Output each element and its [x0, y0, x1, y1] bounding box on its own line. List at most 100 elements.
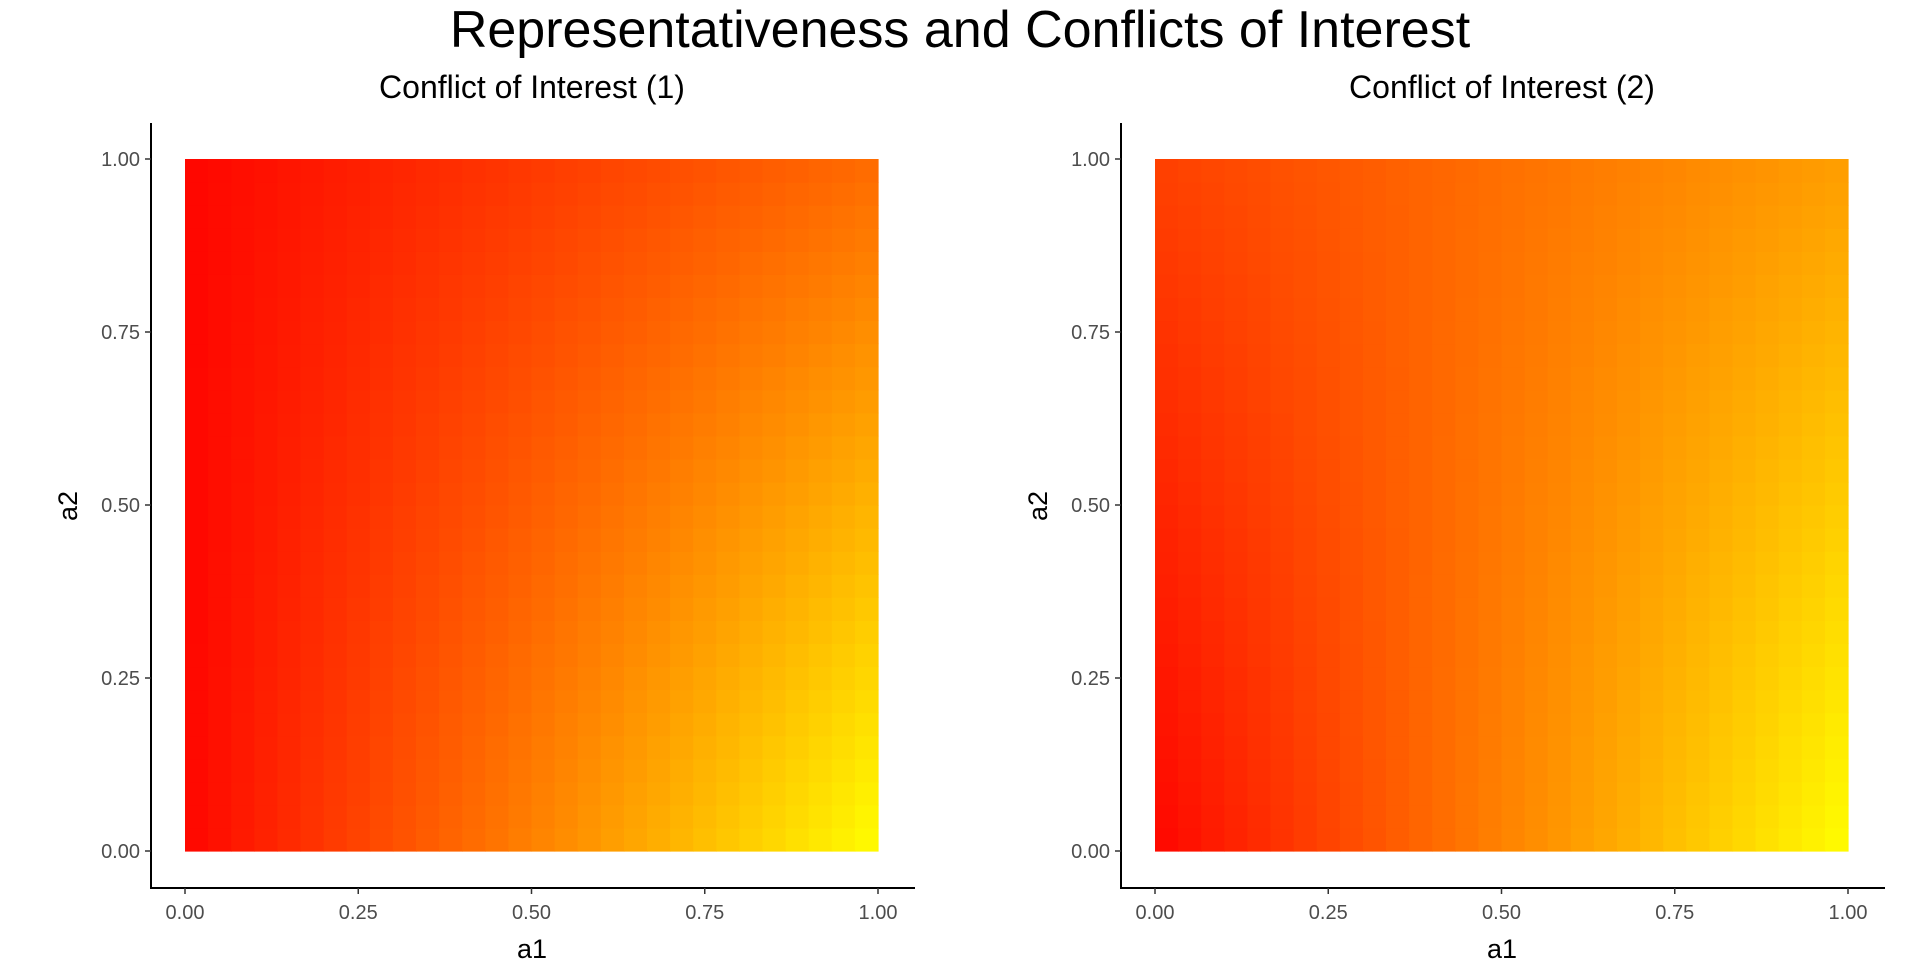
heatmap-tile	[1178, 620, 1202, 644]
heatmap-tile	[600, 343, 625, 368]
heatmap-tile	[1824, 412, 1849, 437]
heatmap-tile	[323, 159, 348, 183]
heatmap-tile	[462, 597, 486, 621]
heatmap-tile	[647, 551, 671, 575]
heatmap-tile	[1732, 712, 1757, 737]
heatmap-tile	[1547, 758, 1572, 783]
heatmap-tile	[1386, 758, 1410, 783]
heatmap-tile	[831, 712, 856, 737]
heatmap-tile	[1755, 804, 1780, 829]
heatmap-tile	[277, 412, 302, 437]
heatmap-tile	[1663, 297, 1687, 322]
heatmap-tile	[1663, 159, 1687, 183]
heatmap-tile	[1316, 666, 1341, 691]
heatmap-tile	[1478, 366, 1503, 391]
y-tick-label: 0.50	[101, 495, 140, 517]
heatmap-tile	[647, 435, 671, 460]
heatmap-tile	[439, 643, 463, 668]
heatmap-tile	[1386, 804, 1410, 829]
heatmap-tile	[323, 666, 348, 691]
heatmap-tile	[854, 389, 879, 414]
heatmap-tile	[1478, 481, 1503, 506]
heatmap-tile	[1293, 297, 1318, 322]
heatmap-tile	[277, 159, 302, 183]
heatmap-tile	[554, 228, 579, 252]
heatmap-tile	[600, 159, 625, 183]
heatmap-tile	[1409, 435, 1433, 460]
heatmap-tile	[831, 643, 856, 668]
heatmap-tile	[1755, 182, 1780, 206]
heatmap-tile	[1640, 666, 1664, 691]
heatmap-tile	[1755, 343, 1780, 368]
heatmap-tile	[1617, 666, 1641, 691]
heatmap-tile	[508, 320, 533, 345]
heatmap-tile	[1663, 597, 1687, 621]
heatmap-tile	[1640, 274, 1664, 298]
heatmap-tile	[762, 159, 787, 183]
heatmap-tile	[1617, 297, 1641, 322]
y-tick-label: 1.00	[1071, 149, 1110, 171]
heatmap-tile	[785, 666, 810, 691]
heatmap-tile	[1593, 320, 1618, 345]
heatmap-tile	[1570, 574, 1595, 598]
heatmap-tile	[670, 758, 694, 783]
heatmap-tile	[254, 458, 278, 483]
heatmap-tile	[416, 320, 440, 345]
heatmap-tile	[831, 182, 856, 206]
heatmap-tile	[1593, 758, 1618, 783]
heatmap-tile	[1455, 505, 1479, 529]
heatmap-tile	[1732, 551, 1757, 575]
heatmap-tile	[1617, 597, 1641, 621]
heatmap-tile	[300, 804, 325, 829]
heatmap-tile	[1478, 781, 1503, 806]
heatmap-tile	[577, 458, 602, 483]
heatmap-tile	[670, 735, 694, 760]
heatmap-tile	[1547, 366, 1572, 391]
heatmap-tile	[1617, 735, 1641, 760]
heatmap-tile	[1640, 781, 1664, 806]
heatmap-tile	[392, 228, 417, 252]
heatmap-tile	[1663, 735, 1687, 760]
heatmap-tile	[208, 551, 232, 575]
heatmap-tile	[485, 643, 509, 668]
heatmap-tile	[1155, 182, 1179, 206]
heatmap-tile	[1686, 505, 1710, 529]
heatmap-tile	[1824, 389, 1849, 414]
heatmap-tile	[1640, 389, 1664, 414]
chart-1-title: Conflict of Interest (1)	[379, 69, 685, 105]
heatmap-tile	[854, 804, 879, 829]
heatmap-tile	[1339, 412, 1364, 437]
heatmap-tile	[1155, 205, 1179, 229]
heatmap-tile	[254, 366, 278, 391]
heatmap-tile	[623, 666, 648, 691]
heatmap-tile	[670, 827, 694, 852]
heatmap-tile	[808, 574, 833, 598]
heatmap-tile	[647, 735, 671, 760]
heatmap-tile	[300, 666, 325, 691]
heatmap-tile	[323, 620, 348, 644]
heatmap-tile	[1778, 712, 1803, 737]
heatmap-tile	[392, 274, 417, 298]
heatmap-tile	[623, 205, 648, 229]
heatmap-tile	[300, 182, 325, 206]
heatmap-tile	[1386, 712, 1410, 737]
heatmap-tile	[254, 505, 278, 529]
heatmap-tile	[739, 481, 764, 506]
heatmap-tile	[600, 228, 625, 252]
heatmap-tile	[1547, 481, 1572, 506]
heatmap-tile	[1362, 551, 1387, 575]
heatmap-tile	[416, 551, 440, 575]
heatmap-tile	[1755, 528, 1780, 552]
heatmap-tile	[1247, 574, 1272, 598]
heatmap-tile	[1524, 159, 1549, 183]
heatmap-tile	[416, 574, 440, 598]
heatmap-tile	[554, 643, 579, 668]
heatmap-tile	[1617, 712, 1641, 737]
heatmap-tile	[392, 320, 417, 345]
heatmap-tile	[577, 297, 602, 322]
heatmap-tile	[485, 412, 509, 437]
heatmap-tile	[1155, 804, 1179, 829]
heatmap-tile	[231, 735, 255, 760]
heatmap-tile	[1640, 827, 1664, 852]
heatmap-tile	[739, 297, 764, 322]
